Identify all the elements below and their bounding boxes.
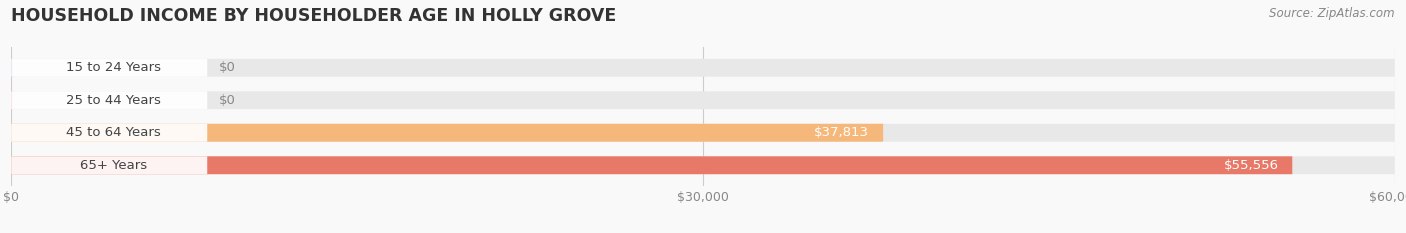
Text: $0: $0	[219, 61, 236, 74]
FancyBboxPatch shape	[11, 59, 1395, 77]
Text: $37,813: $37,813	[814, 126, 869, 139]
Text: 65+ Years: 65+ Years	[80, 159, 146, 172]
FancyBboxPatch shape	[11, 156, 1395, 174]
FancyBboxPatch shape	[11, 124, 1395, 142]
Text: HOUSEHOLD INCOME BY HOUSEHOLDER AGE IN HOLLY GROVE: HOUSEHOLD INCOME BY HOUSEHOLDER AGE IN H…	[11, 7, 616, 25]
FancyBboxPatch shape	[11, 124, 883, 142]
FancyBboxPatch shape	[11, 59, 207, 77]
Text: Source: ZipAtlas.com: Source: ZipAtlas.com	[1270, 7, 1395, 20]
FancyBboxPatch shape	[11, 156, 1292, 174]
Text: 15 to 24 Years: 15 to 24 Years	[66, 61, 160, 74]
Text: 25 to 44 Years: 25 to 44 Years	[66, 94, 160, 107]
FancyBboxPatch shape	[11, 156, 207, 174]
Text: $0: $0	[219, 94, 236, 107]
Text: 45 to 64 Years: 45 to 64 Years	[66, 126, 160, 139]
FancyBboxPatch shape	[11, 124, 207, 142]
Text: $55,556: $55,556	[1223, 159, 1278, 172]
FancyBboxPatch shape	[11, 91, 1395, 109]
FancyBboxPatch shape	[11, 91, 207, 109]
